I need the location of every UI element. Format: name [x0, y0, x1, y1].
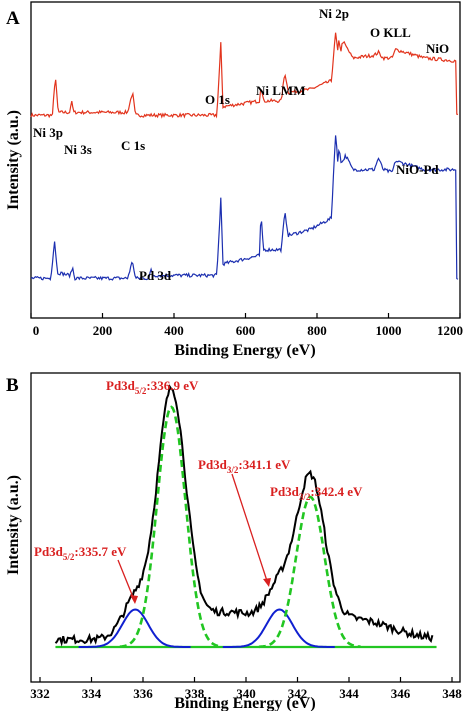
panel-b-main-component-0 [119, 405, 222, 648]
annotation-ni2p: Ni 2p [319, 6, 349, 21]
series-label-nio-pd: NiO-Pd [396, 162, 439, 177]
annotation-ni3p: Ni 3p [33, 125, 63, 140]
panel-b-raw-spectrum [54, 384, 434, 647]
peak-label-336-9: Pd3d5/2:336.9 eV [106, 378, 199, 396]
arrow-335-7 [117, 559, 136, 603]
panel-a-x-ticks: 0 200 400 600 800 1000 1200 [30, 313, 463, 338]
arrow-341-1 [231, 473, 269, 585]
panel-b-x-ticks: 332 334 336 338 340 342 344 346 348 [30, 677, 462, 701]
panel-b-tick-label-338: 338 [185, 686, 205, 701]
panel-a-series-line-0 [30, 32, 459, 119]
annotation-o-kll: O KLL [370, 25, 411, 40]
panel-b-tick-label-344: 344 [339, 686, 359, 701]
annotation-ni3s: Ni 3s [64, 142, 92, 157]
panel-b-x-axis-label: Binding Energy (eV) [174, 695, 315, 711]
panel-b-tick-label-342: 342 [288, 686, 308, 701]
panel-a-tick-label-600: 600 [236, 323, 256, 338]
panel-b-series [54, 384, 437, 649]
annotation-ni-lmm: Ni LMM [256, 83, 305, 98]
panel-b-tick-label-346: 346 [391, 686, 411, 701]
panel-a-label: A [6, 8, 20, 29]
annotation-c1s: C 1s [121, 138, 145, 153]
panel-b-label: B [6, 375, 19, 396]
panel-b-main-component-1 [258, 495, 361, 649]
panel-b-tick-label-340: 340 [236, 686, 256, 701]
panel-a-annotations: Ni 3p Ni 3s C 1s O 1s Ni LMM Ni 2p O KLL… [33, 6, 449, 283]
annotation-o1s: O 1s [205, 92, 230, 107]
arrowhead-335-7 [130, 595, 138, 604]
panel-b-tick-label-348: 348 [442, 686, 462, 701]
panel-a-tick-label-400: 400 [164, 323, 184, 338]
panel-b-tick-label-336: 336 [133, 686, 153, 701]
panel-a-tick-label-200: 200 [93, 323, 113, 338]
arrowhead-341-1 [263, 578, 271, 587]
peak-label-341-1: Pd3d3/2:341.1 eV [198, 457, 291, 475]
panel-b-small-component-0 [78, 608, 191, 648]
series-label-nio: NiO [426, 41, 449, 56]
panel-a-tick-label-1000: 1000 [376, 323, 402, 338]
peak-annotations: Pd3d5/2:335.7 eV Pd3d5/2:336.9 eV Pd3d3/… [34, 378, 363, 604]
annotation-pd3d: Pd 3d [139, 268, 172, 283]
panel-b: B 332 334 336 338 340 342 344 346 348 Binding En… [5, 372, 462, 711]
panel-b-y-axis-label: Intensity (a.u.) [5, 475, 22, 575]
panel-a-series-line-1 [30, 135, 459, 281]
panel-b-tick-label-334: 334 [82, 686, 102, 701]
panel-a: A 0 200 400 600 800 1000 1200 Binding Energy (… [5, 1, 463, 359]
panel-b-tick-label-332: 332 [30, 686, 50, 701]
panel-b-frame [30, 372, 461, 683]
panel-a-tick-label-1200: 1200 [437, 323, 463, 338]
peak-label-342-4: Pd3d3/2:342.4 eV [270, 484, 363, 502]
panel-a-tick-label-0: 0 [33, 323, 40, 338]
panel-a-y-axis-label: Intensity (a.u.) [5, 110, 22, 210]
panel-a-x-axis-label: Binding Energy (eV) [174, 342, 315, 359]
panel-a-tick-label-800: 800 [307, 323, 327, 338]
panel-a-series [30, 32, 459, 281]
panel-b-small-component-1 [222, 608, 335, 648]
peak-label-335-7: Pd3d5/2:335.7 eV [34, 544, 127, 562]
